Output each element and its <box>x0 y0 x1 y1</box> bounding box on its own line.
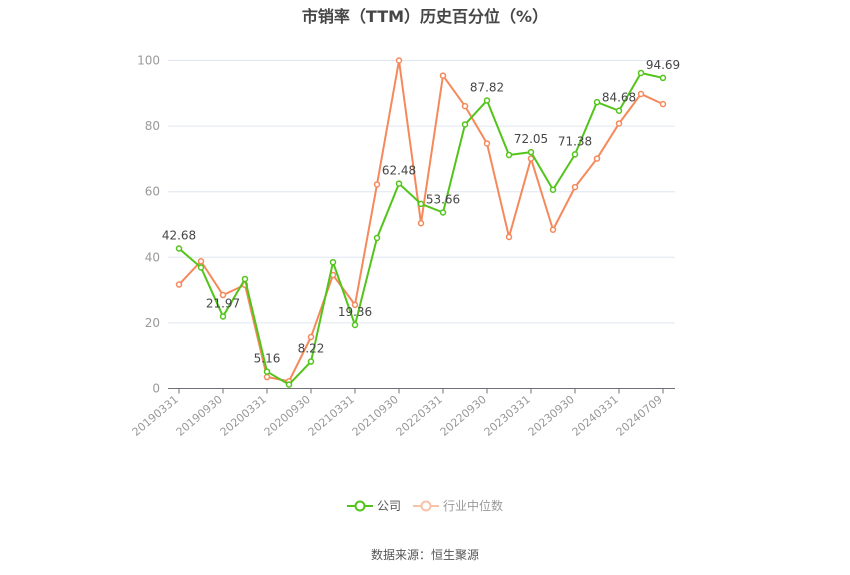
company-point[interactable] <box>483 97 491 104</box>
data-label: 19.36 <box>338 305 372 319</box>
x-tick-label: 20220331 <box>394 393 445 439</box>
x-tick-label: 20200331 <box>218 393 269 439</box>
y-gridlines <box>168 60 675 324</box>
y-tick-label: 40 <box>145 250 160 264</box>
company-point[interactable] <box>505 151 513 159</box>
y-tick-label: 0 <box>152 382 160 396</box>
industry-point[interactable] <box>263 373 271 381</box>
x-tick-label: 20230930 <box>526 393 577 439</box>
x-tick-label: 20190331 <box>130 393 181 439</box>
company-point[interactable] <box>659 74 667 82</box>
x-tick-label: 20210930 <box>350 393 401 439</box>
data-labels: 42.68 21.97 5.16 8.22 19.36 62.48 53.66 87.82 72… <box>162 58 680 366</box>
legend: 公司 行业中位数 <box>0 497 850 514</box>
industry-point[interactable] <box>439 72 447 79</box>
industry-point[interactable] <box>549 226 557 233</box>
company-point[interactable] <box>329 258 337 266</box>
x-tick-label: 20200930 <box>262 393 313 439</box>
company-point[interactable] <box>439 209 447 216</box>
data-label: 42.68 <box>162 229 196 243</box>
company-point[interactable] <box>461 121 469 128</box>
data-label: 72.05 <box>514 132 548 146</box>
company-point[interactable] <box>593 98 601 106</box>
data-label: 21.97 <box>206 296 240 310</box>
industry-point[interactable] <box>637 90 645 98</box>
industry-point[interactable] <box>615 120 623 127</box>
industry-point[interactable] <box>593 155 601 162</box>
y-tick-label: 60 <box>145 185 160 199</box>
company-point[interactable] <box>615 107 623 114</box>
legend-item-company[interactable]: 公司 <box>346 497 401 514</box>
data-label: 8.22 <box>298 342 325 356</box>
y-axis: 0 20 40 60 80 100 <box>137 54 160 396</box>
y-tick-label: 100 <box>137 54 160 68</box>
industry-point[interactable] <box>197 257 205 265</box>
legend-label-industry: 行业中位数 <box>443 499 504 513</box>
x-tick-label: 20230331 <box>482 393 533 439</box>
industry-point[interactable] <box>175 281 183 288</box>
industry-point[interactable] <box>219 291 227 299</box>
company-point[interactable] <box>241 275 249 283</box>
industry-point[interactable] <box>417 219 425 227</box>
company-line <box>178 71 664 386</box>
data-label: 62.48 <box>382 164 416 178</box>
x-tick-label: 20220930 <box>438 393 489 439</box>
series-lines <box>175 57 667 388</box>
company-point[interactable] <box>285 381 293 388</box>
data-label: 87.82 <box>470 80 504 94</box>
industry-point[interactable] <box>395 57 403 64</box>
company-point[interactable] <box>307 358 315 365</box>
x-tick-label: 20240709 <box>614 393 665 439</box>
company-point[interactable] <box>197 264 205 271</box>
industry-point[interactable] <box>373 181 381 188</box>
company-point[interactable] <box>175 245 183 252</box>
x-tick-label: 20210331 <box>306 393 357 439</box>
data-label: 53.66 <box>426 192 460 206</box>
y-tick-label: 80 <box>145 119 160 133</box>
industry-point[interactable] <box>571 183 579 191</box>
legend-industry-line-circle-icon <box>413 500 439 511</box>
data-label: 84.68 <box>602 91 636 105</box>
y-tick-label: 20 <box>145 316 160 330</box>
company-point[interactable] <box>571 151 579 158</box>
legend-label-company: 公司 <box>376 499 401 513</box>
company-point[interactable] <box>263 368 271 375</box>
industry-point[interactable] <box>505 233 513 241</box>
industry-point[interactable] <box>351 301 359 309</box>
x-tick-label: 20190930 <box>174 393 225 439</box>
x-axis: 2019033120190930202003312020093020210331… <box>130 388 675 439</box>
industry-point[interactable] <box>461 102 469 110</box>
company-point[interactable] <box>637 69 645 77</box>
industry-point[interactable] <box>483 140 491 147</box>
data-label: 71.38 <box>558 134 592 148</box>
legend-item-industry[interactable]: 行业中位数 <box>413 497 503 514</box>
data-label: 94.69 <box>646 58 680 72</box>
legend-company-line-circle-icon <box>346 500 373 511</box>
industry-point[interactable] <box>307 333 315 341</box>
company-point[interactable] <box>417 200 425 208</box>
data-source-note: 数据来源：恒生聚源 <box>370 548 479 562</box>
company-point[interactable] <box>549 186 557 193</box>
company-point[interactable] <box>527 148 535 156</box>
company-point[interactable] <box>351 321 359 329</box>
company-point[interactable] <box>373 234 381 242</box>
chart-title: 市销率（TTM）历史百分位（%） <box>301 7 549 26</box>
company-point[interactable] <box>395 180 403 187</box>
industry-point[interactable] <box>659 100 667 108</box>
x-tick-label: 20240331 <box>570 393 621 439</box>
company-point[interactable] <box>219 313 227 320</box>
industry-point[interactable] <box>527 155 535 162</box>
data-label: 5.16 <box>254 352 281 366</box>
